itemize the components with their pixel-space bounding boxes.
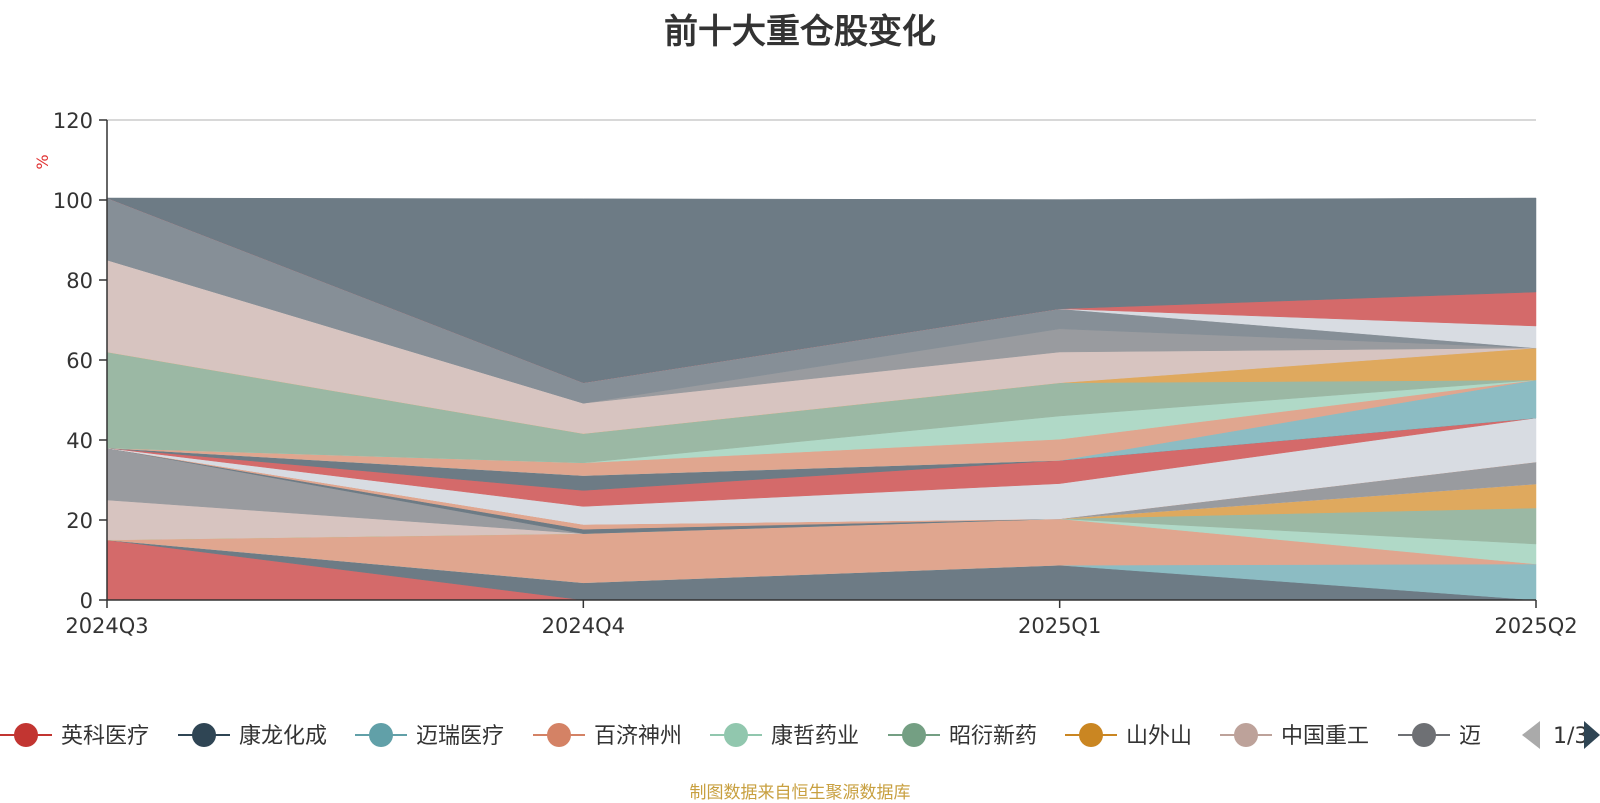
y-tick-label: 80	[66, 269, 93, 293]
legend-page-indicator: 1/3	[1553, 724, 1588, 749]
chart-title: 前十大重仓股变化	[664, 12, 936, 52]
y-tick-label: 40	[66, 429, 93, 453]
y-tick-label: 60	[66, 349, 93, 373]
legend-label: 山外山	[1126, 724, 1192, 749]
legend-marker	[1412, 723, 1436, 747]
y-axis-unit-label: %	[33, 154, 52, 169]
legend-label: 迈	[1459, 724, 1481, 749]
x-tick-label: 2025Q2	[1494, 614, 1577, 638]
legend-marker	[1079, 723, 1103, 747]
area-series-25	[106, 197, 1537, 384]
legend-marker	[369, 723, 393, 747]
source-note: 制图数据来自恒生聚源数据库	[689, 783, 911, 803]
y-tick-label: 120	[53, 109, 93, 133]
legend-marker	[547, 723, 571, 747]
y-tick-label: 0	[80, 589, 93, 613]
legend-label: 百济神州	[594, 724, 682, 749]
legend-marker	[902, 723, 926, 747]
legend-label: 昭衍新药	[949, 724, 1037, 749]
x-tick-label: 2024Q3	[65, 614, 148, 638]
legend-label: 中国重工	[1281, 724, 1369, 749]
legend-marker	[14, 723, 38, 747]
legend-label: 康龙化成	[239, 724, 327, 749]
legend-next-icon[interactable]	[1584, 721, 1600, 749]
y-tick-label: 100	[53, 189, 93, 213]
legend-prev-icon[interactable]	[1522, 721, 1540, 749]
legend-marker	[192, 723, 216, 747]
x-tick-label: 2024Q4	[542, 614, 625, 638]
legend-label: 康哲药业	[771, 724, 859, 749]
y-tick-label: 20	[66, 509, 93, 533]
legend-marker	[724, 723, 748, 747]
legend-label: 英科医疗	[61, 724, 149, 749]
area-layer	[106, 197, 1537, 601]
legend-label: 迈瑞医疗	[416, 724, 504, 749]
x-tick-label: 2025Q1	[1018, 614, 1101, 638]
legend-marker	[1234, 723, 1258, 747]
axis-layer: 0 20 40 60 80 100 120 2024Q3 2024Q4 2025Q1 2025Q2	[53, 109, 1578, 638]
legend: 英科医疗 康龙化成 迈瑞医疗 百济神州 康哲药业 昭衍新药 山外山 中国重工 迈 1/3	[0, 721, 1600, 749]
